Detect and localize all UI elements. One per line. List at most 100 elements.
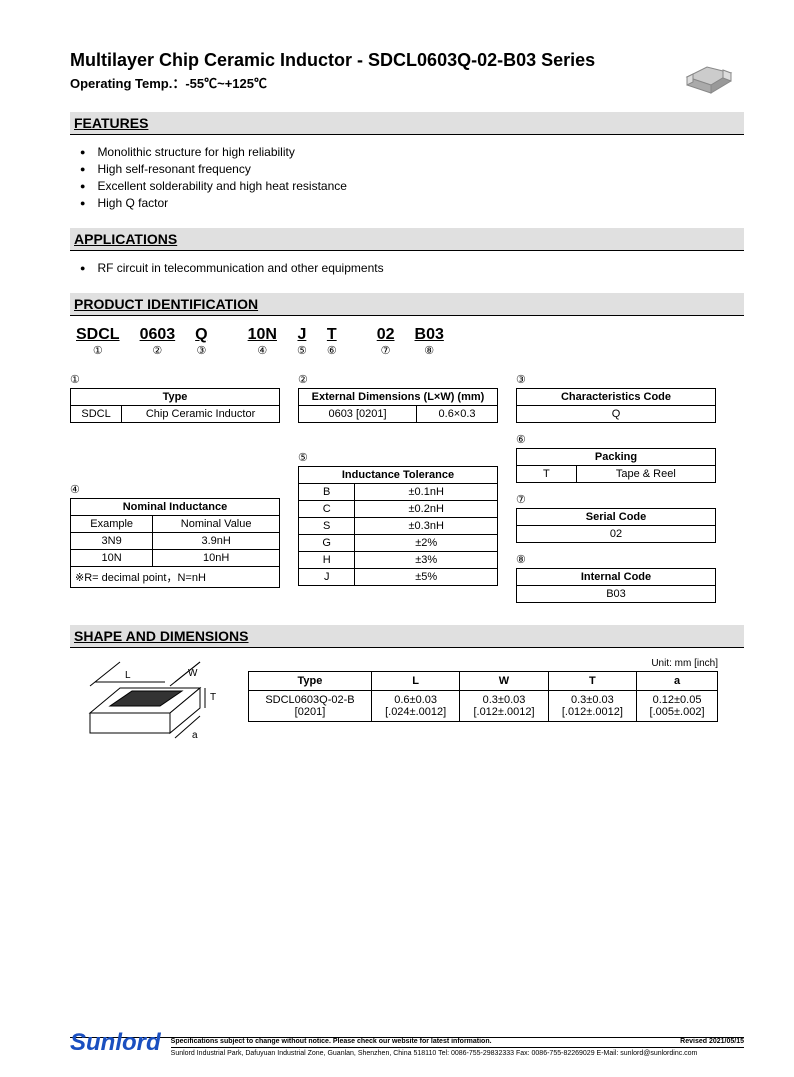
ident-code: 02 <box>377 326 395 344</box>
td: Chip Ceramic Inductor <box>122 406 280 423</box>
td: 10nH <box>153 550 280 567</box>
td: H <box>299 552 355 569</box>
section-shape: SHAPE AND DIMENSIONS <box>70 625 744 648</box>
table-num: ⑦ <box>516 493 716 506</box>
ident-code: Q <box>195 326 207 344</box>
table-num: ④ <box>70 483 280 496</box>
th: Characteristics Code <box>517 389 716 406</box>
th: Packing <box>517 449 716 466</box>
td: [0201] <box>295 706 326 718</box>
table-char-code: Characteristics Code Q <box>516 388 716 423</box>
td: Nominal Value <box>153 516 280 533</box>
td: 0.3±0.03 <box>483 694 526 706</box>
td: 3.9nH <box>153 533 280 550</box>
th: a <box>637 672 718 691</box>
ident-code: 0603 <box>140 326 176 344</box>
td: ±0.3nH <box>355 518 498 535</box>
applications-list: RF circuit in telecommunication and othe… <box>70 261 744 275</box>
th: Serial Code <box>517 509 716 526</box>
td: 0.3±0.03 <box>571 694 614 706</box>
td: S <box>299 518 355 535</box>
tables-grid: ① Type SDCLChip Ceramic Inductor ④ Nomin… <box>70 373 744 603</box>
ident-code: J <box>297 326 307 344</box>
td: Tape & Reel <box>576 466 715 483</box>
footer: Sunlord Specifications subject to change… <box>70 1037 744 1057</box>
table-num: ⑥ <box>516 433 716 446</box>
td: T <box>517 466 577 483</box>
td: [.024±.0012] <box>385 706 446 718</box>
table-type: Type SDCLChip Ceramic Inductor <box>70 388 280 423</box>
svg-text:L: L <box>125 670 131 681</box>
td: ※R= decimal point，N=nH <box>71 567 280 588</box>
table-packing: Packing TTape & Reel <box>516 448 716 483</box>
brand-logo: Sunlord <box>70 1029 161 1057</box>
features-list: Monolithic structure for high reliabilit… <box>70 145 744 210</box>
td: ±0.2nH <box>355 501 498 518</box>
ident-code: T <box>327 326 337 344</box>
td: C <box>299 501 355 518</box>
th: External Dimensions (L×W) (mm) <box>299 389 498 406</box>
th: Internal Code <box>517 569 716 586</box>
th: W <box>460 672 548 691</box>
section-product-id: PRODUCT IDENTIFICATION <box>70 293 744 316</box>
ident-num: ③ <box>195 344 207 357</box>
list-item: Monolithic structure for high reliabilit… <box>80 145 744 159</box>
page-subtitle: Operating Temp.：-55℃~+125℃ <box>70 73 744 92</box>
td: B <box>299 484 355 501</box>
ident-code: SDCL <box>76 326 120 344</box>
td: B03 <box>517 586 716 603</box>
td: 10N <box>71 550 153 567</box>
svg-text:a: a <box>192 730 198 741</box>
td: 3N9 <box>71 533 153 550</box>
td: G <box>299 535 355 552</box>
page-title: Multilayer Chip Ceramic Inductor - SDCL0… <box>70 50 744 71</box>
td: [.012±.0012] <box>473 706 534 718</box>
table-num: ⑤ <box>298 451 498 464</box>
td: SDCL <box>71 406 122 423</box>
list-item: RF circuit in telecommunication and othe… <box>80 261 744 275</box>
th: L <box>371 672 459 691</box>
chip-icon <box>679 55 739 95</box>
td: 0.6×0.3 <box>417 406 498 423</box>
table-num: ⑧ <box>516 553 716 566</box>
footer-notice: Specifications subject to change without… <box>171 1038 492 1045</box>
list-item: Excellent solderability and high heat re… <box>80 179 744 193</box>
table-num: ① <box>70 373 280 386</box>
table-tolerance: Inductance Tolerance B±0.1nH C±0.2nH S±0… <box>298 466 498 586</box>
table-serial: Serial Code 02 <box>516 508 716 543</box>
dimensions-table: Type L W T a SDCL0603Q-02-B[0201] 0.6±0.… <box>248 671 718 722</box>
ident-code: B03 <box>415 326 444 344</box>
list-item: High Q factor <box>80 196 744 210</box>
th: Inductance Tolerance <box>299 467 498 484</box>
td: ±2% <box>355 535 498 552</box>
td: J <box>299 569 355 586</box>
th: Nominal Inductance <box>71 499 280 516</box>
th: Type <box>71 389 280 406</box>
svg-text:W: W <box>188 668 198 679</box>
ident-num: ① <box>76 344 120 357</box>
table-num: ② <box>298 373 498 386</box>
section-features: FEATURES <box>70 112 744 135</box>
td: ±5% <box>355 569 498 586</box>
td: [.005±.002] <box>650 706 705 718</box>
td: Example <box>71 516 153 533</box>
td: [.012±.0012] <box>562 706 623 718</box>
footer-rev: Revised 2021/05/15 <box>680 1038 744 1045</box>
table-nominal-inductance: Nominal Inductance ExampleNominal Value … <box>70 498 280 588</box>
td: 02 <box>517 526 716 543</box>
ident-num: ② <box>140 344 176 357</box>
ident-num: ⑥ <box>327 344 337 357</box>
td: 0603 [0201] <box>299 406 417 423</box>
table-dimensions: External Dimensions (L×W) (mm) 0603 [020… <box>298 388 498 423</box>
svg-text:T: T <box>210 692 216 703</box>
th: Type <box>249 672 372 691</box>
table-num: ③ <box>516 373 716 386</box>
shape-diagram: L W T a <box>70 658 230 758</box>
ident-num: ⑦ <box>377 344 395 357</box>
ident-num: ④ <box>248 344 277 357</box>
td: 0.12±0.05 <box>653 694 702 706</box>
td: SDCL0603Q-02-B <box>265 694 354 706</box>
ident-num: ⑤ <box>297 344 307 357</box>
ident-code: 10N <box>248 326 277 344</box>
td: ±3% <box>355 552 498 569</box>
